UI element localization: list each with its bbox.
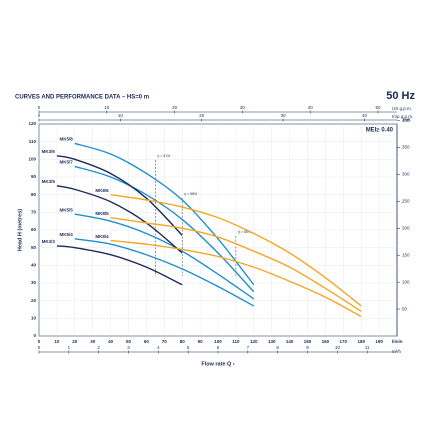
x-tick-label: 10 <box>54 339 60 344</box>
x-tick-label: 30 <box>90 339 96 344</box>
imp-gpm-tick-label: 10 <box>118 113 124 118</box>
y-tick-label: 60 <box>31 227 37 232</box>
y-tick-label: 30 <box>31 280 37 285</box>
x-tick-label: 160 <box>322 339 330 344</box>
m3h-tick-label: 3 <box>127 345 130 350</box>
curve <box>74 238 255 307</box>
efficiency-label: η = 65% <box>238 230 251 234</box>
y2-tick-label: 300 <box>402 172 410 177</box>
curve <box>110 216 362 312</box>
x-tick-label: 100 <box>214 339 222 344</box>
curve-label: MK3/3 <box>42 239 56 244</box>
x-tick-label: 130 <box>268 339 276 344</box>
y-tick-label: 80 <box>31 192 37 197</box>
curve <box>56 245 183 286</box>
curve-label: MK5/4 <box>60 232 74 237</box>
y-tick-label: 120 <box>28 121 36 126</box>
y2-tick-label: 150 <box>402 252 410 257</box>
curve <box>74 142 255 286</box>
x-tick-label: 20 <box>72 339 78 344</box>
x-unit-m3h: m³/h <box>392 349 401 354</box>
curve <box>110 239 362 318</box>
m3h-tick-label: 8 <box>276 345 279 350</box>
x-tick-label: 0 <box>38 339 41 344</box>
y2-tick-label: 400 <box>402 118 410 123</box>
x-tick-label: 120 <box>250 339 258 344</box>
x-tick-label: 70 <box>162 339 168 344</box>
y-tick-label: 10 <box>31 316 37 321</box>
y-tick-label: 0 <box>33 333 36 338</box>
y-tick-label: 110 <box>29 139 37 144</box>
y2-unit: feet <box>403 117 411 122</box>
x-axis-label: Flow rate Q › <box>201 361 234 367</box>
m3h-tick-label: 4 <box>157 345 160 350</box>
y2-tick-label: 100 <box>402 279 410 284</box>
curve <box>110 193 362 307</box>
curve <box>56 155 183 236</box>
x-tick-label: 50 <box>126 339 132 344</box>
curve <box>74 213 255 300</box>
y-tick-label: 70 <box>31 210 37 215</box>
curve-label: MK5/5 <box>60 207 74 212</box>
m3h-tick-label: 9 <box>306 345 309 350</box>
m3h-tick-label: 2 <box>97 345 100 350</box>
m3h-tick-label: 6 <box>217 345 220 350</box>
x-tick-label: 150 <box>304 339 312 344</box>
x-tick-label: 190 <box>375 339 383 344</box>
us-gpm-tick-label: 50 <box>376 105 382 110</box>
y2-tick-label: 50 <box>402 306 408 311</box>
y-tick-label: 100 <box>28 157 36 162</box>
m3h-tick-label: 7 <box>247 345 250 350</box>
curve <box>74 165 255 293</box>
x-tick-label: 170 <box>340 339 348 344</box>
annotation: MEI≥ 0.40 <box>366 128 394 134</box>
x-unit-imp: Imp g.p.m. <box>392 114 413 119</box>
y-tick-label: 90 <box>31 174 37 179</box>
y-tick-label: 20 <box>31 298 37 303</box>
imp-gpm-tick-label: 30 <box>281 113 287 118</box>
curve-label: MK8/5 <box>95 211 109 216</box>
us-gpm-tick-label: 20 <box>172 105 178 110</box>
curve-label: MK8/4 <box>95 234 109 239</box>
x-tick-label: 60 <box>144 339 150 344</box>
curve-label: MK5/7 <box>60 160 74 165</box>
curve-label: MK3/6 <box>42 149 56 154</box>
y2-tick-label: 250 <box>402 199 410 204</box>
us-gpm-tick-label: 10 <box>104 105 110 110</box>
frequency: 50 Hz <box>386 90 415 102</box>
imp-gpm-tick-label: 0 <box>38 113 41 118</box>
m3h-tick-label: 0 <box>38 345 41 350</box>
curve-label: MK5/8 <box>60 137 74 142</box>
curve-label: MK3/5 <box>42 179 56 184</box>
m3h-tick-label: 11 <box>365 345 370 350</box>
x-unit-us: US g.p.m. <box>392 106 412 111</box>
us-gpm-tick-label: 40 <box>308 105 314 110</box>
curve <box>56 185 183 254</box>
x-tick-label: 90 <box>198 339 204 344</box>
x-tick-label: 80 <box>180 339 186 344</box>
efficiency-label: η = 51% <box>157 154 170 158</box>
y-tick-label: 40 <box>31 263 37 268</box>
m3h-tick-label: 1 <box>68 345 71 350</box>
x-unit: l/min <box>392 339 403 344</box>
m3h-tick-label: 5 <box>187 345 190 350</box>
us-gpm-tick-label: 30 <box>240 105 246 110</box>
x-tick-label: 140 <box>286 339 294 344</box>
y2-tick-label: 350 <box>402 145 410 150</box>
chart-title: CURVES AND PERFORMANCE DATA – HS=0 m <box>15 95 149 101</box>
y2-tick-label: 200 <box>402 225 410 230</box>
x-tick-label: 110 <box>232 339 240 344</box>
imp-gpm-tick-label: 20 <box>199 113 205 118</box>
us-gpm-tick-label: 0 <box>38 105 41 110</box>
y-tick-label: 50 <box>31 245 37 250</box>
x-tick-label: 180 <box>357 339 365 344</box>
y-axis-label: Head H (metres) <box>17 209 23 251</box>
m3h-tick-label: 10 <box>335 345 341 350</box>
imp-gpm-tick-label: 40 <box>362 113 368 118</box>
x-tick-label: 40 <box>108 339 114 344</box>
curve-label: MK8/6 <box>95 188 109 193</box>
efficiency-label: η = 58% <box>184 192 197 196</box>
